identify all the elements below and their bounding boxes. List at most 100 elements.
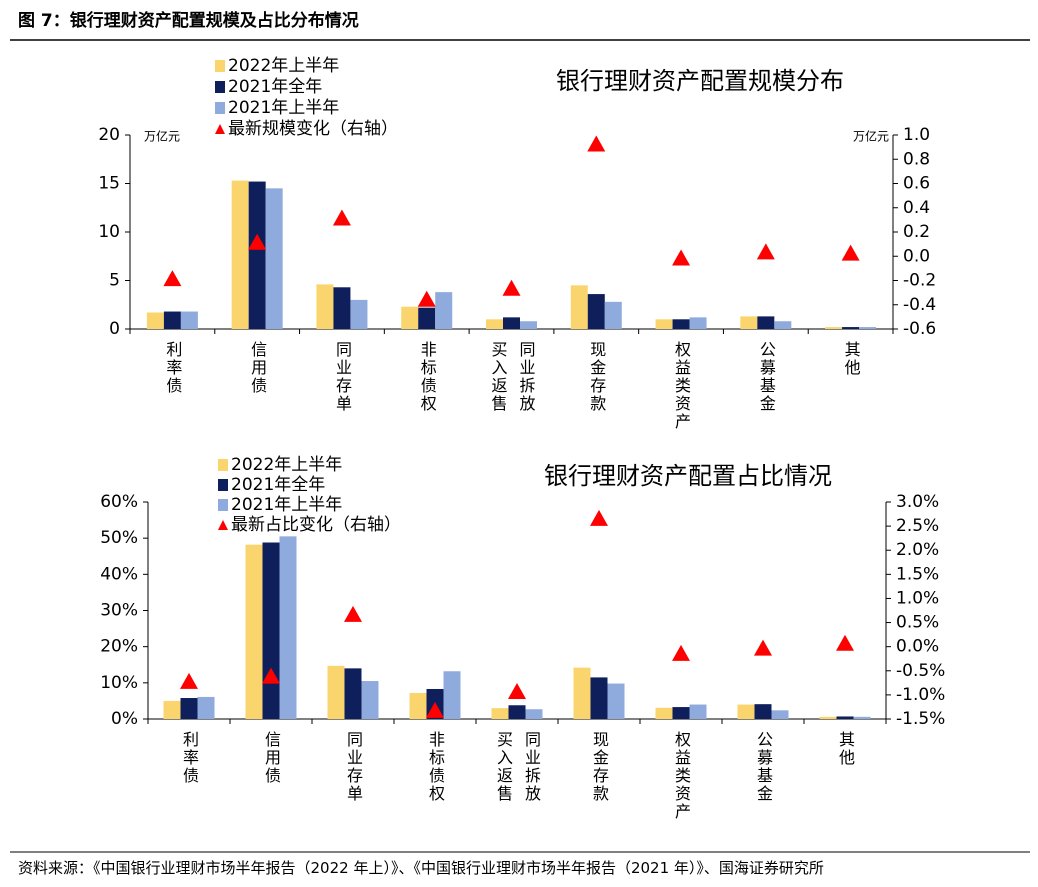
chart-title: 银行理财资产配置占比情况 <box>544 462 832 490</box>
y2-tick-label: -1.0% <box>896 685 945 705</box>
x-tick-label: 信用债 <box>262 731 281 785</box>
y-tick-label: 20 <box>98 125 120 145</box>
x-tick-label: 权益类资产 <box>672 341 692 431</box>
bar <box>409 692 427 719</box>
y2-tick-label: 0.5% <box>896 613 939 633</box>
legend-label: 2022年上半年 <box>228 56 339 76</box>
bar <box>279 536 297 719</box>
bar <box>573 667 591 719</box>
bar <box>245 544 263 719</box>
y2-tick-label: 0.4 <box>903 198 930 218</box>
bar <box>570 285 588 329</box>
bar <box>350 299 368 329</box>
legend-marker <box>218 520 228 530</box>
x-tick-label: 同业存单 <box>332 341 352 413</box>
x-tick-label: 非标债权 <box>426 731 445 803</box>
bar <box>842 327 860 329</box>
bar <box>607 683 625 719</box>
change-marker <box>587 135 606 152</box>
bar <box>771 710 789 719</box>
bar <box>180 311 198 329</box>
x-tick-label: 其他 <box>841 341 861 377</box>
x-tick-label: 其他 <box>836 731 855 767</box>
bar <box>508 705 526 719</box>
bar <box>859 327 877 329</box>
change-marker <box>502 279 521 296</box>
y2-tick-label: 1.0 <box>903 125 930 145</box>
y-axis-label: 万亿元 <box>144 129 180 144</box>
y-tick-label: 10% <box>100 673 138 693</box>
y2-tick-label: -1.5% <box>896 709 945 729</box>
bar <box>689 704 707 719</box>
bar <box>361 681 379 719</box>
bar <box>231 180 249 329</box>
bar <box>486 319 503 329</box>
x-tick-label: 公募基金 <box>754 731 773 803</box>
y2-tick-label: 1.0% <box>896 588 939 608</box>
x-tick-label: 同业存单 <box>344 731 363 803</box>
bar <box>163 700 181 719</box>
bar <box>248 181 266 329</box>
bar <box>672 319 690 329</box>
x-tick-label: 信用债 <box>248 341 268 395</box>
y-tick-label: 5 <box>109 271 120 291</box>
y-tick-label: 50% <box>100 528 138 548</box>
y2-tick-label: 0.6 <box>903 174 930 194</box>
change-marker <box>508 683 526 700</box>
change-marker <box>836 634 854 651</box>
bar <box>655 707 673 719</box>
x-tick-label: 公募基金 <box>756 341 776 413</box>
bar <box>689 317 707 329</box>
bar <box>757 316 775 329</box>
change-marker <box>590 509 608 526</box>
legend-label: 2022年上半年 <box>231 455 342 475</box>
y2-tick-label: -0.6 <box>903 319 936 339</box>
x-tick-label: 权益类资产 <box>672 731 691 821</box>
figure-title: 图 7：银行理财资产配置规模及占比分布情况 <box>18 11 359 31</box>
source-note: 资料来源：《中国银行业理财市场半年报告（2022 年上）》、《中国银行业理财市场… <box>18 859 824 877</box>
y-tick-label: 60% <box>100 492 138 512</box>
y2-tick-label: 0.0 <box>903 246 930 266</box>
change-marker <box>426 701 444 718</box>
x-tick-label: 买入返售 同业拆放 <box>494 731 541 803</box>
y-tick-label: 40% <box>100 564 138 584</box>
change-marker <box>756 243 775 260</box>
y-tick-label: 20% <box>100 637 138 657</box>
change-marker <box>672 249 691 266</box>
bar <box>262 542 280 719</box>
y-tick-label: 10 <box>98 222 120 242</box>
bar <box>344 668 362 719</box>
change-marker <box>672 644 690 661</box>
bar <box>825 327 843 329</box>
legend-marker <box>218 479 228 491</box>
y2-tick-label: 2.5% <box>896 516 939 536</box>
change-marker <box>344 605 362 622</box>
change-marker <box>248 233 267 250</box>
bar <box>180 698 198 719</box>
y-tick-label: 0% <box>111 709 138 729</box>
y2-tick-label: -0.4 <box>903 295 936 315</box>
bar <box>265 188 283 329</box>
bar <box>740 316 758 329</box>
y2-tick-label: 0.8 <box>903 149 930 169</box>
y2-tick-label: 0.0% <box>896 637 939 657</box>
bar <box>163 311 181 329</box>
chart-title: 银行理财资产配置规模分布 <box>556 67 844 95</box>
bar <box>146 312 164 329</box>
y-tick-label: 15 <box>98 174 120 194</box>
bar <box>491 708 509 719</box>
legend-marker <box>218 459 228 471</box>
y2-tick-label: 2.0% <box>896 540 939 560</box>
x-tick-label: 利率债 <box>163 341 183 395</box>
bar <box>525 709 543 719</box>
bar <box>443 671 461 719</box>
x-tick-label: 利率债 <box>180 731 199 785</box>
bar <box>737 704 755 719</box>
bar <box>333 287 351 329</box>
bar <box>316 284 334 329</box>
bar <box>401 306 419 329</box>
change-marker <box>841 244 860 261</box>
legend-marker <box>218 499 228 511</box>
legend-marker <box>215 124 225 134</box>
